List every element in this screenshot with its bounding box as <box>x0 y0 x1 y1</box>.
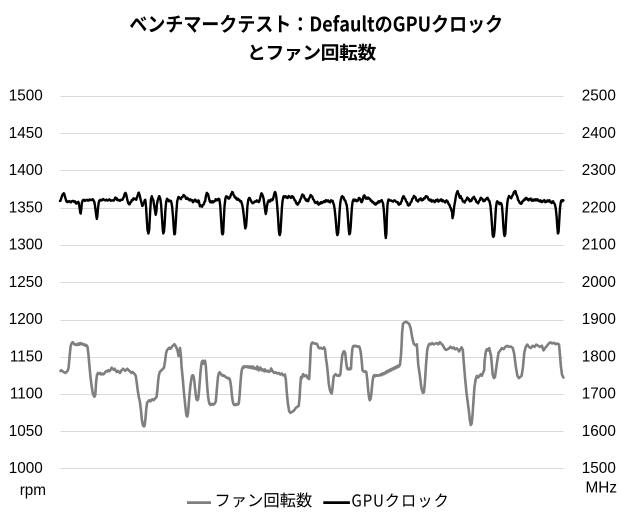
svg-text:1300: 1300 <box>9 237 43 254</box>
svg-text:1050: 1050 <box>9 423 43 440</box>
svg-text:2200: 2200 <box>582 199 616 216</box>
svg-text:rpm: rpm <box>20 482 46 499</box>
svg-text:1500: 1500 <box>582 460 616 477</box>
svg-text:2400: 2400 <box>582 125 616 142</box>
svg-text:1250: 1250 <box>9 274 43 291</box>
svg-text:1200: 1200 <box>9 311 43 328</box>
svg-text:1500: 1500 <box>9 88 43 105</box>
svg-text:1100: 1100 <box>10 386 43 403</box>
svg-text:MHz: MHz <box>586 480 617 497</box>
svg-text:1700: 1700 <box>582 386 616 403</box>
svg-text:2100: 2100 <box>582 237 616 254</box>
svg-text:1350: 1350 <box>9 199 43 216</box>
svg-text:2500: 2500 <box>582 88 616 105</box>
svg-text:2300: 2300 <box>582 162 616 179</box>
svg-text:1450: 1450 <box>9 125 43 142</box>
svg-text:1900: 1900 <box>582 311 616 328</box>
svg-text:1600: 1600 <box>582 423 616 440</box>
svg-text:2000: 2000 <box>582 274 616 291</box>
svg-text:1400: 1400 <box>9 162 43 179</box>
svg-text:1000: 1000 <box>9 460 43 477</box>
svg-text:1150: 1150 <box>10 348 43 365</box>
svg-text:1800: 1800 <box>582 348 616 365</box>
